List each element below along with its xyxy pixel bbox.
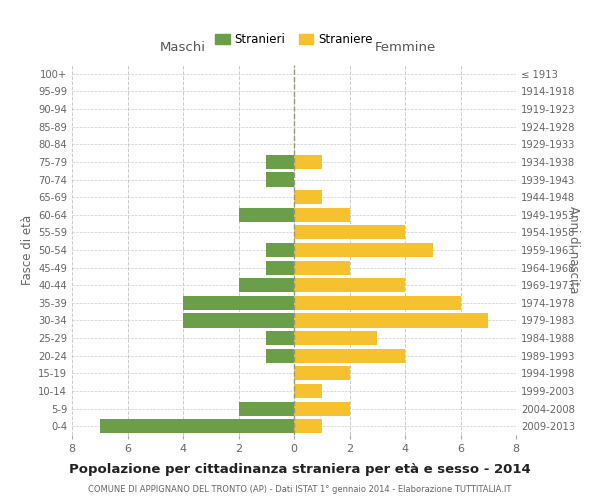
Bar <box>294 384 322 398</box>
Bar <box>294 402 349 415</box>
Bar <box>294 190 322 204</box>
Text: Popolazione per cittadinanza straniera per età e sesso - 2014: Popolazione per cittadinanza straniera p… <box>69 462 531 475</box>
Y-axis label: Fasce di età: Fasce di età <box>21 215 34 285</box>
Bar <box>266 243 294 257</box>
Bar <box>266 155 294 169</box>
Bar <box>294 260 349 274</box>
Bar <box>294 419 322 433</box>
Y-axis label: Anni di nascita: Anni di nascita <box>566 206 580 294</box>
Bar <box>266 331 294 345</box>
Bar <box>239 278 294 292</box>
Bar <box>183 296 294 310</box>
Bar <box>294 331 377 345</box>
Bar <box>294 155 322 169</box>
Bar <box>294 314 488 328</box>
Bar <box>266 348 294 363</box>
Bar <box>294 208 349 222</box>
Bar <box>239 402 294 415</box>
Bar <box>294 243 433 257</box>
Bar <box>266 172 294 186</box>
Text: COMUNE DI APPIGNANO DEL TRONTO (AP) - Dati ISTAT 1° gennaio 2014 - Elaborazione : COMUNE DI APPIGNANO DEL TRONTO (AP) - Da… <box>88 485 512 494</box>
Bar <box>239 208 294 222</box>
Bar <box>266 260 294 274</box>
Bar <box>294 278 405 292</box>
Legend: Stranieri, Straniere: Stranieri, Straniere <box>211 28 377 51</box>
Text: Maschi: Maschi <box>160 42 206 54</box>
Bar <box>294 366 349 380</box>
Bar <box>294 226 405 239</box>
Bar <box>183 314 294 328</box>
Bar <box>294 348 405 363</box>
Bar <box>294 296 461 310</box>
Bar <box>100 419 294 433</box>
Text: Femmine: Femmine <box>374 42 436 54</box>
